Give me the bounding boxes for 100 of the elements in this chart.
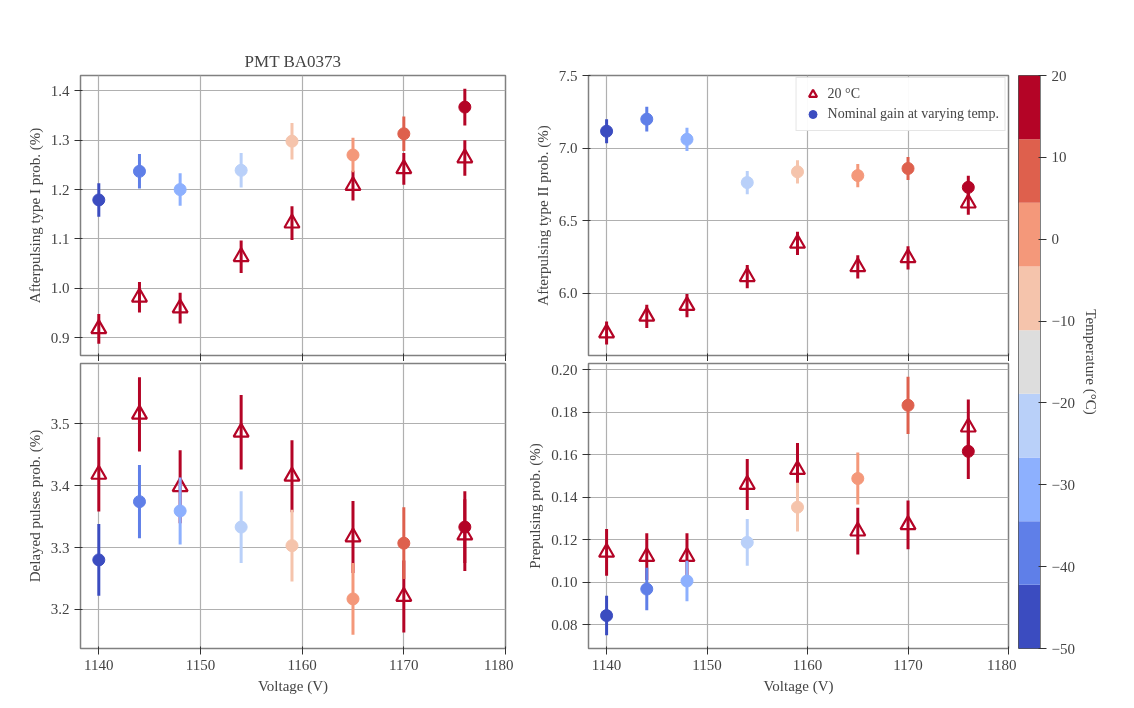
point — [849, 521, 867, 537]
point — [285, 539, 299, 553]
point — [283, 466, 301, 482]
point — [346, 592, 360, 606]
point — [397, 127, 411, 141]
y-axis-title: Afterpulsing type II prob. (%) — [534, 125, 552, 306]
point — [90, 464, 108, 480]
point — [600, 124, 614, 138]
point — [132, 164, 146, 178]
point — [456, 148, 474, 164]
x-tick-label: 1140 — [591, 656, 622, 673]
y-tick-label: 1.4 — [50, 82, 70, 99]
y-tick-label: 0.9 — [50, 329, 70, 346]
x-tick-label: 1180 — [987, 656, 1017, 673]
legend-label: 20 °C — [827, 86, 860, 102]
color-bar-label: 0 — [1051, 231, 1059, 248]
point — [283, 213, 301, 229]
point — [638, 546, 656, 563]
point — [173, 504, 187, 518]
x-tick-label: 1170 — [893, 656, 923, 673]
point — [285, 134, 299, 148]
point — [678, 295, 696, 312]
x-axis-title: Voltage (V) — [763, 677, 834, 695]
y-tick-label: 0.12 — [551, 531, 578, 548]
point — [344, 527, 362, 543]
y-tick-label: 0.16 — [551, 446, 578, 463]
point — [640, 112, 654, 126]
x-tick-label: 1150 — [692, 656, 722, 673]
y-tick-label: 3.2 — [50, 601, 70, 618]
point — [959, 417, 977, 433]
color-bar-title: Temperature (°C) — [1081, 309, 1099, 415]
point — [232, 422, 250, 438]
y-tick-label: 3.3 — [50, 539, 70, 556]
color-bar-label: 20 — [1051, 67, 1067, 84]
x-tick-label: 1160 — [287, 656, 317, 673]
y-tick-label: 7.5 — [558, 67, 578, 84]
point — [788, 233, 807, 249]
y-tick-label: 3.4 — [50, 477, 70, 494]
point — [899, 248, 917, 264]
legend-label: Nominal gain at varying temp. — [827, 106, 999, 122]
point — [600, 609, 614, 623]
x-tick-label: 1140 — [84, 656, 114, 673]
color-bar-label: −50 — [1051, 640, 1075, 657]
point — [851, 472, 865, 486]
point — [899, 515, 917, 531]
y-tick-label: 6.5 — [558, 212, 578, 229]
y-tick-label: 6.0 — [558, 285, 578, 302]
point — [130, 404, 149, 420]
point — [959, 193, 977, 209]
x-axis-title: Voltage (V) — [257, 677, 329, 695]
point — [738, 474, 756, 490]
point — [851, 169, 865, 183]
chart-title: PMT BA0373 — [244, 51, 342, 71]
point — [597, 323, 616, 339]
x-tick-label: 1150 — [185, 656, 216, 673]
x-tick-label: 1180 — [484, 656, 514, 673]
color-bar-label: −20 — [1051, 394, 1075, 411]
y-tick-label: 1.3 — [50, 132, 70, 149]
point — [740, 176, 754, 190]
x-tick-label: 1160 — [792, 656, 823, 673]
y-tick-label: 7.0 — [558, 140, 578, 157]
point — [344, 175, 362, 192]
point — [234, 163, 248, 177]
color-bar-label: −40 — [1051, 558, 1075, 575]
y-tick-label: 1.0 — [50, 280, 70, 297]
point — [678, 546, 696, 563]
y-tick-label: 0.18 — [551, 404, 578, 421]
point — [397, 536, 411, 550]
point — [346, 148, 360, 162]
point — [680, 132, 694, 146]
point — [171, 477, 189, 493]
point — [791, 500, 804, 514]
point — [171, 298, 189, 314]
point — [395, 159, 413, 175]
x-tick-label: 1170 — [389, 656, 419, 673]
point — [640, 582, 654, 596]
point — [901, 398, 915, 412]
point — [597, 542, 616, 558]
point — [788, 459, 807, 476]
point — [740, 535, 754, 549]
y-tick-label: 0.14 — [551, 489, 578, 506]
y-axis-title: Afterpulsing type I prob. (%) — [26, 127, 44, 304]
y-tick-label: 1.2 — [50, 181, 70, 198]
point — [901, 162, 915, 175]
point — [849, 257, 867, 273]
point — [132, 495, 146, 509]
y-tick-label: 3.5 — [50, 415, 70, 432]
color-bar-label: 10 — [1051, 149, 1067, 166]
point — [680, 574, 694, 588]
y-tick-label: 0.08 — [551, 616, 578, 633]
y-tick-label: 0.20 — [551, 361, 578, 378]
point — [738, 266, 756, 283]
point — [232, 246, 250, 263]
y-axis-title: Prepulsing prob. (%) — [527, 443, 545, 569]
point — [638, 306, 656, 322]
color-bar-label: −10 — [1051, 313, 1075, 330]
point — [234, 520, 248, 534]
y-tick-label: 0.10 — [551, 574, 578, 591]
point — [92, 553, 106, 567]
point — [92, 193, 106, 207]
